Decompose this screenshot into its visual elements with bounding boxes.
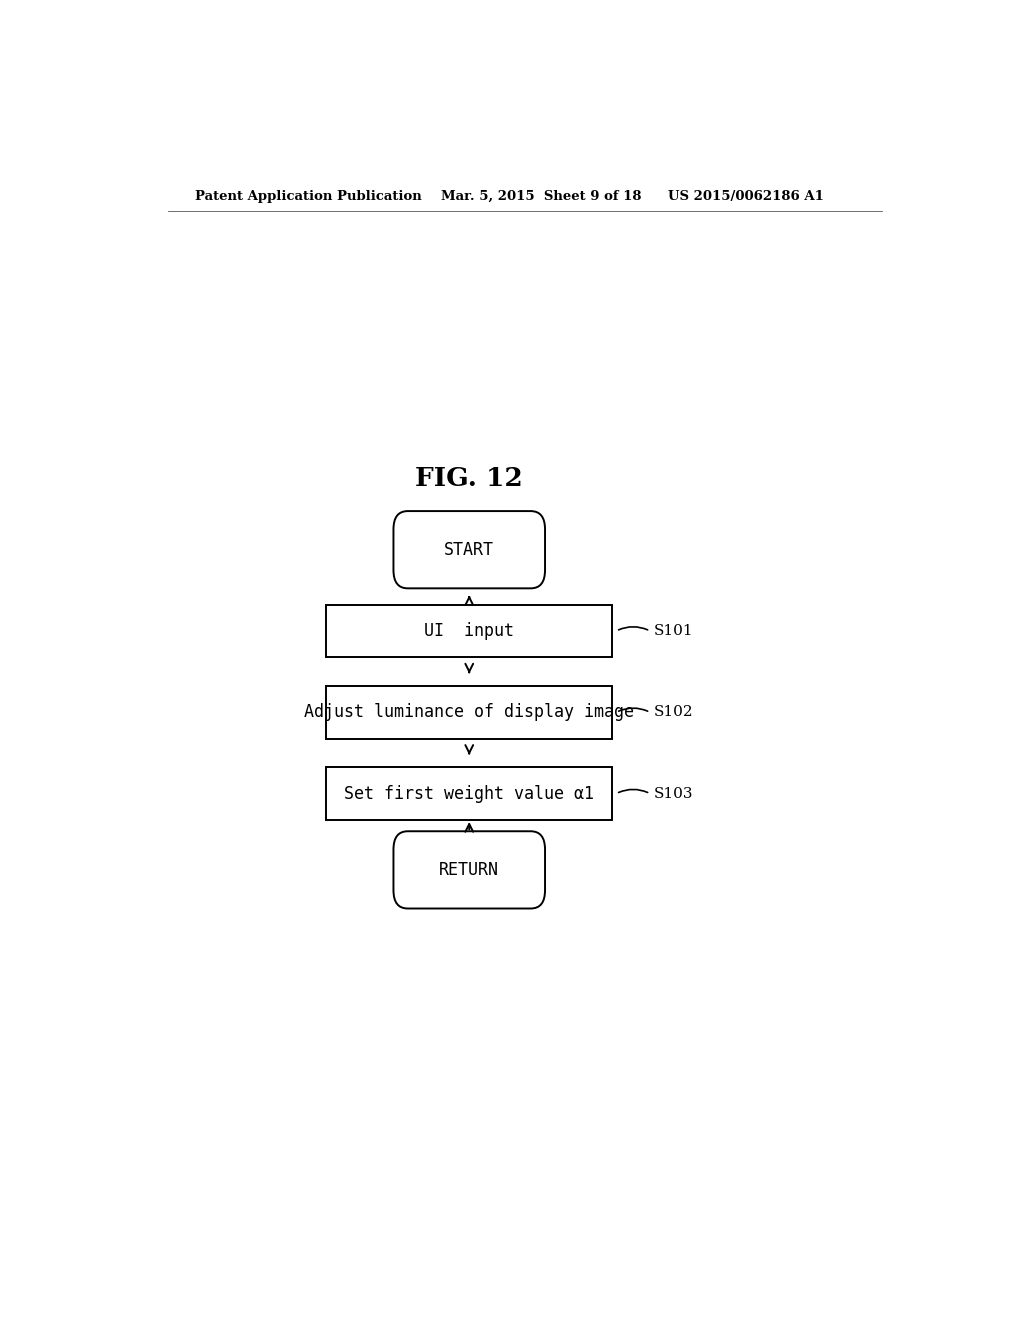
Text: UI  input: UI input (424, 622, 514, 640)
Text: S102: S102 (654, 705, 694, 719)
Text: FIG. 12: FIG. 12 (416, 466, 523, 491)
Bar (327, 686, 612, 739)
Bar (327, 605, 612, 657)
Text: RETURN: RETURN (439, 861, 500, 879)
Text: S101: S101 (654, 624, 694, 638)
Text: US 2015/0062186 A1: US 2015/0062186 A1 (668, 190, 823, 203)
Text: Adjust luminance of display image: Adjust luminance of display image (304, 704, 634, 721)
Text: START: START (444, 541, 495, 558)
Text: Set first weight value α1: Set first weight value α1 (344, 784, 594, 803)
Text: Patent Application Publication: Patent Application Publication (196, 190, 422, 203)
Text: S103: S103 (654, 787, 693, 801)
Text: Mar. 5, 2015  Sheet 9 of 18: Mar. 5, 2015 Sheet 9 of 18 (441, 190, 642, 203)
FancyBboxPatch shape (393, 832, 545, 908)
FancyBboxPatch shape (393, 511, 545, 589)
Bar (327, 767, 612, 820)
